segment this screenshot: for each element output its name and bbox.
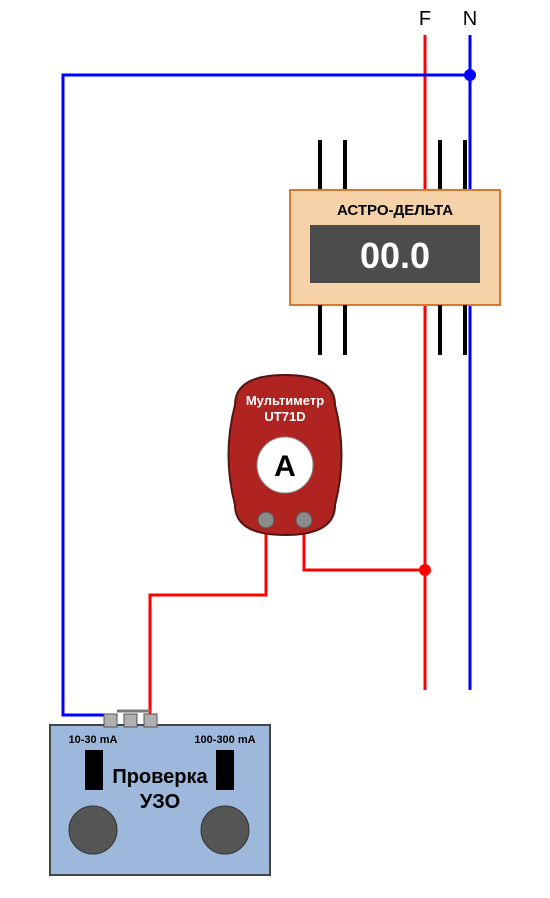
uzo-terminal-2 bbox=[124, 714, 137, 727]
uzo-terminal-1 bbox=[104, 714, 117, 727]
uzo-knob-left bbox=[69, 806, 117, 854]
label-f: F bbox=[419, 8, 431, 30]
astro-display-value: 00.0 bbox=[360, 235, 430, 276]
multimeter-title-2: UT71D bbox=[264, 409, 305, 424]
wire-f-to-meter-right bbox=[304, 527, 425, 570]
multimeter-jack-right bbox=[296, 512, 312, 528]
multimeter-jack-left bbox=[258, 512, 274, 528]
uzo-switch-right bbox=[216, 750, 234, 790]
wire-meter-left-to-uzo bbox=[150, 527, 266, 715]
multimeter-title-1: Мультиметр bbox=[246, 393, 324, 408]
uzo-knob-right bbox=[201, 806, 249, 854]
uzo-title-1: Проверка bbox=[112, 766, 208, 788]
uzo-switch-left bbox=[85, 750, 103, 790]
label-n: N bbox=[463, 8, 477, 30]
uzo-title-2: УЗО bbox=[140, 791, 180, 813]
astro-title: АСТРО-ДЕЛЬТА bbox=[337, 202, 453, 219]
uzo-range-right: 100-300 mA bbox=[194, 734, 255, 746]
uzo-range-left: 10-30 mA bbox=[69, 734, 118, 746]
multimeter-dial-label: A bbox=[274, 450, 296, 483]
uzo-terminal-3 bbox=[144, 714, 157, 727]
